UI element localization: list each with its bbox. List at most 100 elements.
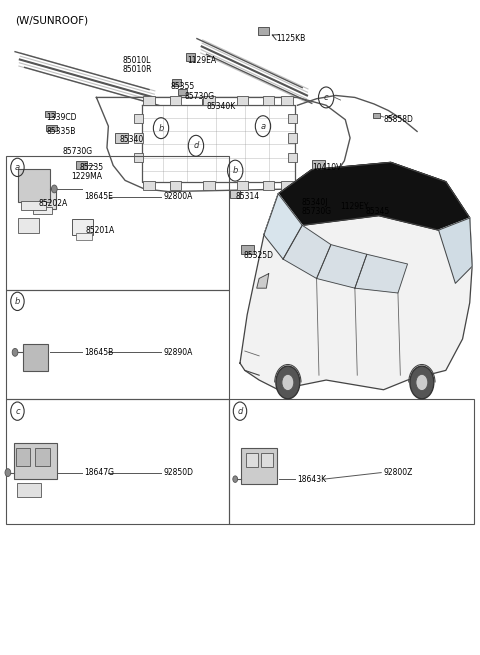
Bar [186,53,195,61]
Bar [288,153,298,162]
Text: 10410V: 10410V [312,163,341,172]
Bar [76,162,87,170]
Bar [203,181,215,190]
Bar [18,170,49,202]
Bar [241,449,277,484]
Bar [35,448,49,466]
Text: d: d [193,141,199,150]
Text: 92890A: 92890A [163,348,193,357]
Bar [169,96,181,105]
Bar [341,203,350,210]
Bar [288,114,298,123]
Text: 85201A: 85201A [86,226,115,235]
Bar [16,448,30,466]
Text: 85345: 85345 [365,208,390,216]
Text: c: c [15,407,20,416]
Circle shape [12,348,18,356]
Bar [230,190,240,198]
Polygon shape [257,274,269,288]
Text: 1129EA: 1129EA [187,56,216,66]
Bar [21,200,46,210]
Text: 85325D: 85325D [244,251,274,260]
Text: (W/SUNROOF): (W/SUNROOF) [15,15,88,25]
Text: 18645E: 18645E [84,193,113,201]
Bar [169,181,181,190]
Circle shape [276,366,300,399]
Bar [33,207,52,214]
Bar [261,453,273,468]
Bar [334,307,342,310]
Bar [237,181,248,190]
Bar [297,196,306,204]
Text: 85010L: 85010L [123,56,151,66]
Bar [28,187,56,208]
Text: 85858D: 85858D [384,115,413,124]
Bar [312,160,325,170]
Bar [18,218,38,233]
Text: 85340: 85340 [120,135,144,143]
Text: 85340J: 85340J [301,198,328,206]
Text: b: b [232,166,238,175]
Bar [281,181,293,190]
Text: 85010R: 85010R [123,65,152,74]
Bar [134,114,144,123]
Text: c: c [324,93,328,102]
Bar [115,133,128,143]
Text: 18647G: 18647G [84,468,114,477]
Text: 1229MA: 1229MA [72,172,103,181]
Text: 92800Z: 92800Z [384,468,413,477]
Bar [23,345,48,371]
Bar [144,96,155,105]
Bar [203,96,215,105]
Text: 1129EY: 1129EY [340,202,369,211]
Bar [382,312,390,315]
Text: 85314: 85314 [235,193,259,201]
Bar [6,400,229,523]
Circle shape [5,469,11,477]
Bar [6,157,229,290]
Bar [288,134,298,143]
Polygon shape [283,225,331,278]
Polygon shape [355,254,408,293]
Bar [246,453,258,468]
Bar [229,400,474,523]
Polygon shape [317,244,367,288]
Bar [263,181,275,190]
Text: a: a [261,122,265,131]
Text: 1125KB: 1125KB [276,34,305,43]
Text: d: d [237,407,243,416]
Bar [245,333,253,339]
Polygon shape [439,218,472,284]
Bar [45,111,55,117]
Text: 85730G: 85730G [185,92,215,102]
Text: 85355: 85355 [170,83,195,92]
Text: b: b [158,124,164,133]
Text: 92800A: 92800A [163,193,193,201]
Bar [134,153,144,162]
Text: 18643K: 18643K [298,475,326,483]
Bar [76,233,92,240]
Bar [241,245,254,254]
Bar [202,99,210,105]
Text: 85340K: 85340K [206,102,236,111]
Bar [17,483,41,497]
Text: 18645B: 18645B [84,348,114,357]
Bar [144,181,155,190]
Bar [134,134,144,143]
Circle shape [233,476,238,482]
Circle shape [416,374,428,390]
Polygon shape [240,162,472,390]
Circle shape [410,366,434,399]
Bar [263,96,275,105]
Bar [373,113,380,119]
Polygon shape [264,162,470,235]
Text: 85335B: 85335B [46,127,75,136]
Circle shape [51,185,57,193]
Text: a: a [15,163,20,172]
Text: 1339CD: 1339CD [46,113,77,122]
Bar [258,28,269,35]
Bar [172,79,180,86]
Text: b: b [15,297,20,306]
Text: 85202A: 85202A [38,199,67,208]
Bar [72,219,93,235]
